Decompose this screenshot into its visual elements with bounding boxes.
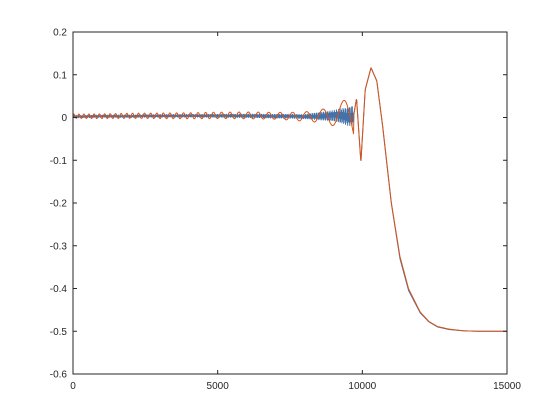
y-tick-label: -0.6 (50, 370, 68, 381)
x-axis: 0 5000 10000 15000 (70, 32, 521, 392)
x-tick-label: 10000 (348, 381, 376, 392)
series-layer (72, 67, 508, 332)
y-tick-label: -0.5 (50, 327, 68, 338)
y-tick-label: -0.3 (50, 241, 68, 252)
x-tick-label: 5000 (207, 381, 230, 392)
plot-frame (72, 31, 508, 375)
x-tick-label: 15000 (493, 381, 521, 392)
series-line-2 (72, 67, 508, 332)
y-axis: -0.6 -0.5 -0.4 -0.3 -0.2 -0.1 0 0.1 0.2 (50, 28, 507, 381)
y-tick-label: 0.2 (53, 28, 67, 39)
y-tick-label: 0 (61, 113, 67, 124)
series-line-1 (72, 67, 508, 332)
x-tick-label: 0 (70, 381, 76, 392)
y-tick-label: 0.1 (53, 70, 67, 81)
y-tick-label: -0.1 (50, 156, 68, 167)
y-tick-label: -0.4 (50, 284, 68, 295)
y-tick-label: -0.2 (50, 199, 68, 210)
